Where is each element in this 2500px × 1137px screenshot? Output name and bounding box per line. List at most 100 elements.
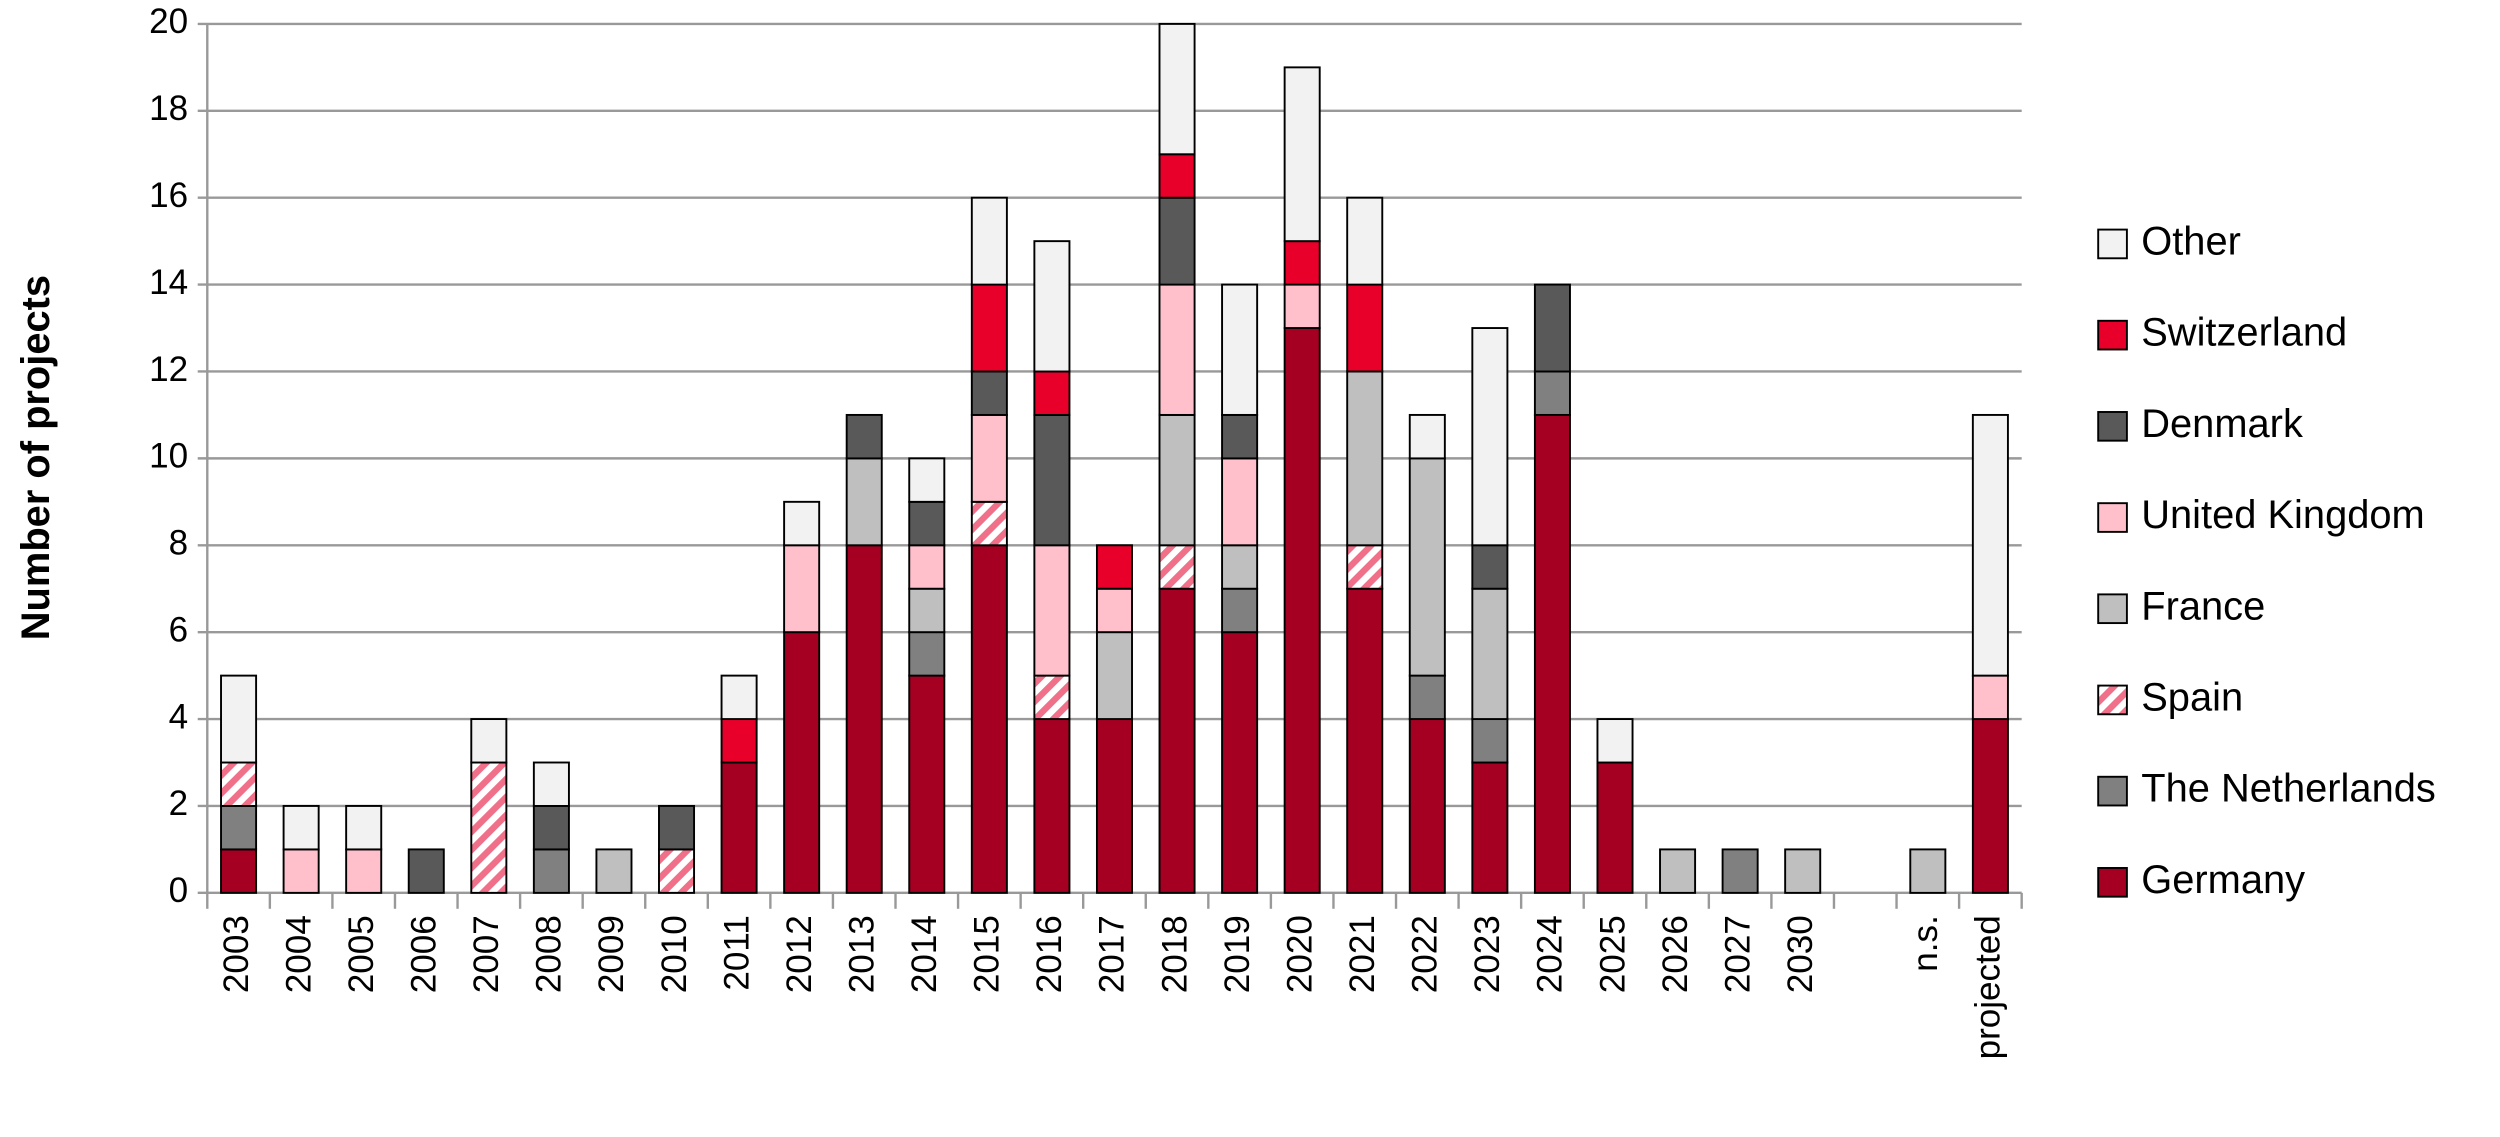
bar-segment [1033,370,1071,416]
bar-segment [1721,848,1759,894]
x-tick-label: 2012 [780,915,819,993]
bar-segment [1596,718,1634,764]
bar-segment [1346,283,1384,373]
bar-segment [1158,153,1196,199]
bar-segment [970,500,1008,547]
bar-segment [970,283,1008,373]
x-tick-label: 2017 [1093,915,1132,993]
bar-segment [1221,457,1259,547]
bar-segment [1471,718,1509,764]
legend-swatch [2097,867,2128,898]
bar-segment [1095,544,1133,590]
legend-swatch [2097,228,2128,260]
x-tick-label: 2011 [717,915,756,990]
bar-segment [658,804,696,851]
x-tick-label: 2024 [1531,915,1570,993]
bar-segment [220,848,258,894]
bar-segment [1596,761,1634,894]
bar-segment [532,761,570,807]
legend-label: Switzerland [2141,311,2347,355]
bar-segment [1283,283,1321,329]
bar-segment [783,544,821,634]
y-tick-label: 16 [149,176,188,215]
bar-segment [720,761,758,894]
bar-segment [720,718,758,764]
bar-segment [658,848,696,894]
bar-segment [1408,718,1446,894]
bar-segment [1346,196,1384,286]
x-tick-label: 2004 [279,915,318,993]
bar-segment [1033,413,1071,547]
y-tick-label: 10 [149,437,188,476]
bar-segment [220,761,258,807]
bar-segment [845,544,883,894]
y-tick-label: 2 [169,784,189,823]
legend-label: The Netherlands [2141,767,2436,811]
x-tick-label: 2014 [905,915,944,993]
bar-segment [532,804,570,851]
bar-segment [908,587,946,634]
bar-segment [783,500,821,547]
bar-segment [282,848,320,894]
bar-segment [1158,413,1196,547]
x-tick-label: 2016 [1030,915,1069,993]
x-tick-label: 2015 [968,915,1007,993]
x-tick-label: 2022 [1406,915,1445,993]
y-tick-label: 20 [149,2,188,41]
bar-segment [1033,544,1071,677]
legend-label: Denmark [2141,402,2303,446]
y-axis-title: Number of projects [14,275,58,640]
bar-segment [220,674,258,764]
bar-segment [1158,587,1196,894]
bar-segment [595,848,633,894]
legend-swatch [2097,502,2128,533]
legend-label: United Kingdom [2141,493,2425,537]
bar-segment [908,457,946,503]
legend-label: Other [2141,219,2241,263]
bar-segment [1408,674,1446,721]
bar-segment [783,631,821,894]
bar-segment [1095,718,1133,894]
bar-segment [1971,413,2009,677]
bar-segment [908,544,946,590]
bar-segment [1971,674,2009,721]
bar-segment [1283,66,1321,243]
bar-segment [1033,718,1071,894]
bar-segment [282,804,320,851]
bar-segment [1471,761,1509,894]
x-tick-label: 2026 [1656,915,1695,993]
x-tick-label: 2006 [405,915,444,993]
x-tick-label: 2021 [1343,915,1382,993]
bar-segment [1346,587,1384,894]
bar-segment [1095,587,1133,634]
x-tick-label: 2019 [1218,915,1257,993]
bar-segment [1408,413,1446,460]
legend-swatch [2097,593,2128,625]
bar-segment [1471,327,1509,547]
bar-segment [1221,413,1259,460]
bar-segment [1033,240,1071,373]
bar-segment [1471,587,1509,721]
x-tick-label: 2025 [1593,915,1632,993]
legend-label: Germany [2141,858,2305,902]
bar-segment [220,804,258,851]
bar-segment [1471,544,1509,590]
bar-segment [470,761,508,894]
legend-swatch [2097,411,2128,442]
x-tick-label: n.s. [1906,915,1945,972]
legend-label: Spain [2141,675,2243,719]
bar-segment [345,804,383,851]
bar-segment [908,500,946,547]
bar-segment [1158,283,1196,416]
x-tick-label: 2020 [1280,915,1319,993]
bar-segment [1033,674,1071,721]
bar-segment [908,631,946,677]
x-tick-label: 2005 [342,915,381,993]
bar-segment [470,718,508,764]
y-tick-label: 0 [169,871,189,910]
x-tick-label: 2003 [217,915,256,993]
bar-segment [1533,413,1571,894]
bar-segment [1346,370,1384,547]
bar-segment [532,848,570,894]
